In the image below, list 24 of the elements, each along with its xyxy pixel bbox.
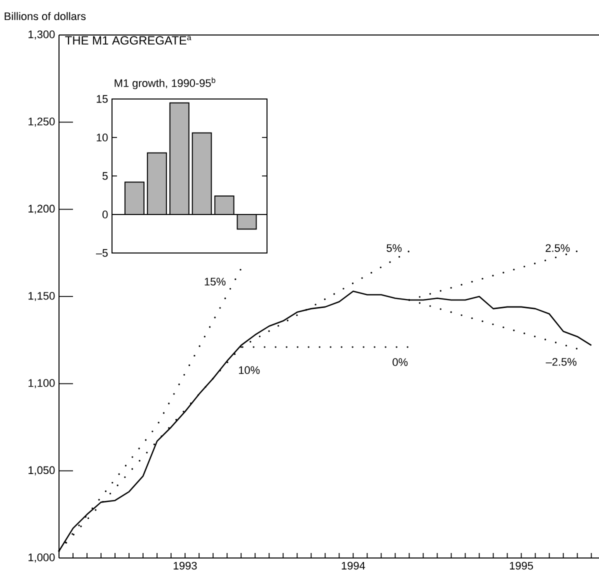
y-tick-label: 1,100 — [28, 379, 55, 388]
annotation: 15% — [204, 278, 226, 286]
y-tick-label: 15 — [96, 95, 108, 103]
y-tick-label: 1,150 — [28, 292, 55, 302]
x-tick-label: 1995 — [510, 562, 534, 570]
annotation: –2.5% — [546, 358, 576, 366]
annotation: 2.5% — [546, 244, 570, 252]
annotation: 0% — [392, 358, 408, 366]
y-tick-label: 1,050 — [28, 466, 55, 476]
y-tick-label: 1,200 — [28, 204, 55, 214]
y-tick-label: –5 — [96, 249, 108, 257]
y-tick-label: 1,000 — [28, 553, 55, 563]
y-tick-label: 1,300 — [28, 30, 55, 40]
x-tick-label: 1993 — [174, 562, 197, 570]
y-tick-label: 1,250 — [28, 118, 55, 127]
y-tick-label: 5 — [102, 172, 108, 180]
y-axis-title: Billions of dollars — [4, 12, 86, 20]
chart-title: M1 growth, 1990-95$^{b}$ — [114, 77, 216, 90]
y-tick-label: 10 — [96, 134, 108, 142]
annotation: 5% — [386, 244, 402, 252]
x-tick-label: 1994 — [342, 562, 366, 570]
chart-title: THE M1 AGGREGATE$^{a}$ — [65, 36, 192, 45]
y-tick-label: 0 — [102, 210, 108, 218]
annotation: 10% — [238, 366, 260, 374]
